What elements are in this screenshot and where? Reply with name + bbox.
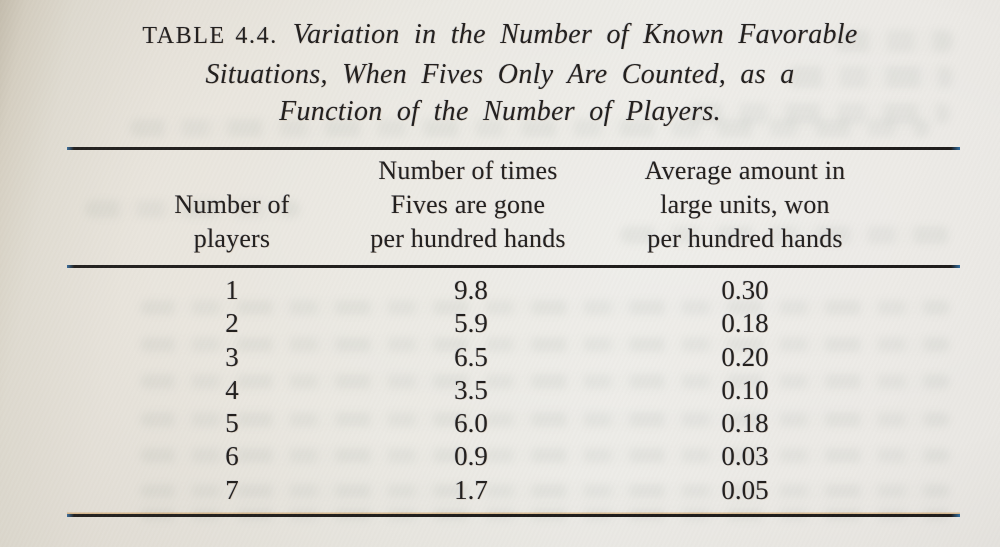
column-number-of-players: 1 2 3 4 5 6 7 (132, 274, 332, 507)
header-line: players (193, 224, 271, 253)
cell-amount: 0.20 (721, 341, 769, 372)
bleedthrough-text-ghost (688, 103, 950, 124)
column-header-times-fives-gone: Number of times Fives are gone per hundr… (318, 154, 618, 256)
column-header-number-of-players: Number of players (132, 188, 332, 256)
cell-times: 3.5 (454, 374, 488, 405)
bleedthrough-text-ghost (130, 119, 930, 137)
table-caption: TABLE 4.4. Variation in the Number of Kno… (50, 16, 950, 131)
cell-amount: 0.18 (721, 308, 769, 339)
caption-title-text: Variation in the Number of Known Favorab… (292, 19, 858, 50)
cell-times: 9.8 (454, 275, 488, 305)
header-line: large units, won (660, 190, 830, 219)
bleedthrough-text-ghost (85, 200, 300, 218)
table-rule-bottom (67, 514, 960, 517)
bleedthrough-text-ghost (140, 337, 950, 352)
cell-amount: 0.05 (721, 474, 769, 505)
header-line: Fives are gone (390, 190, 546, 219)
cell-times: 5.9 (454, 308, 488, 339)
bleedthrough-text-ghost (140, 448, 950, 463)
header-line: per hundred hands (370, 224, 566, 253)
bleedthrough-text-ghost (140, 300, 950, 315)
table-number-label: TABLE 4.4. (142, 23, 278, 49)
header-line: per hundred hands (647, 224, 843, 253)
bleedthrough-text-ghost (620, 226, 950, 244)
table-rule-header-separator (67, 265, 960, 268)
bleedthrough-text-ghost (140, 412, 950, 427)
caption-line-1: TABLE 4.4. Variation in the Number of Kno… (50, 16, 950, 56)
cell-times: 1.7 (454, 474, 488, 505)
header-line: Average amount in (644, 156, 846, 185)
cell-players: 4 (225, 374, 239, 405)
cell-amount: 0.03 (721, 441, 769, 472)
bleedthrough-text-ghost (140, 484, 950, 498)
cell-amount: 0.18 (721, 408, 769, 439)
cell-times: 6.5 (454, 341, 488, 372)
cell-times: 6.0 (454, 408, 488, 439)
cell-players: 7 (225, 474, 239, 505)
caption-line-2: Situations, When Fives Only Are Counted,… (205, 58, 795, 90)
cell-players: 5 (225, 408, 239, 439)
cell-players: 6 (225, 441, 239, 472)
header-line: Number of times (378, 156, 558, 185)
bleedthrough-text-ghost (788, 66, 953, 88)
cell-players: 1 (225, 275, 239, 305)
caption-line-3: Function of the Number of Players. (279, 96, 721, 127)
bleedthrough-text-ghost (835, 30, 953, 52)
bleedthrough-text-ghost (140, 374, 950, 389)
cell-times: 0.9 (454, 441, 488, 472)
cell-players: 3 (225, 341, 239, 372)
column-times-fives-gone: 9.8 5.9 6.5 3.5 6.0 0.9 1.7 (371, 274, 571, 507)
column-average-amount-won: 0.30 0.18 0.20 0.10 0.18 0.03 0.05 (645, 274, 845, 507)
header-line: Number of (174, 190, 290, 219)
cell-players: 2 (225, 308, 239, 339)
cell-amount: 0.10 (721, 374, 769, 405)
column-header-average-amount-won: Average amount in large units, won per h… (595, 154, 895, 256)
cell-amount: 0.30 (721, 275, 769, 305)
table-rule-top (67, 147, 960, 150)
